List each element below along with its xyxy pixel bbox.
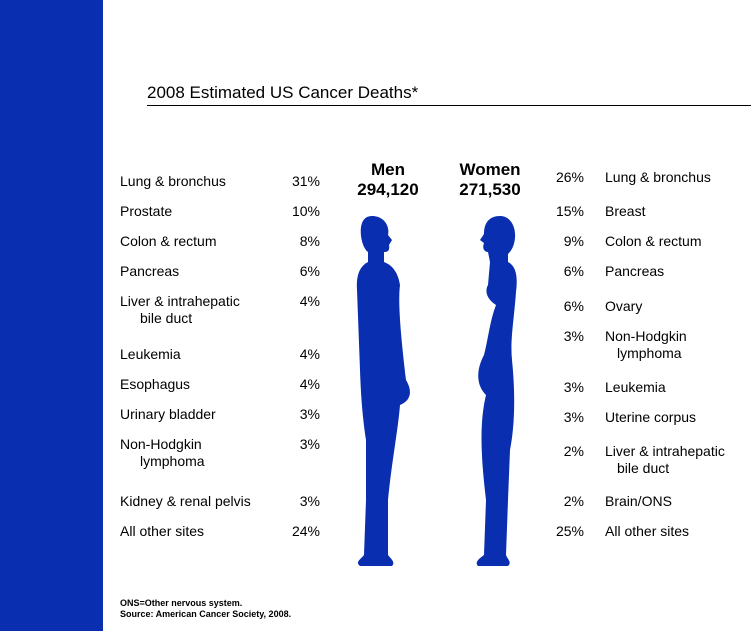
men-site: lymphoma <box>140 452 205 470</box>
women-percent: 3% <box>534 327 584 345</box>
men-percent: 24% <box>270 522 320 540</box>
women-site: Breast <box>605 202 645 220</box>
men-site: Lung & bronchus <box>120 172 226 190</box>
women-site: bile duct <box>617 459 669 477</box>
women-percent: 2% <box>534 492 584 510</box>
women-percent: 3% <box>534 378 584 396</box>
man-silhouette <box>357 216 410 566</box>
women-percent: 25% <box>534 522 584 540</box>
men-site: Pancreas <box>120 262 179 280</box>
women-percent: 2% <box>534 442 584 460</box>
men-percent: 4% <box>270 375 320 393</box>
men-site: bile duct <box>140 309 192 327</box>
men-percent: 3% <box>270 435 320 453</box>
men-percent: 3% <box>270 492 320 510</box>
women-site: Ovary <box>605 297 642 315</box>
men-percent: 8% <box>270 232 320 250</box>
men-percent: 10% <box>270 202 320 220</box>
women-percent: 9% <box>534 232 584 250</box>
women-site: Colon & rectum <box>605 232 701 250</box>
women-site: lymphoma <box>617 344 682 362</box>
women-site: Non-Hodgkin <box>605 327 687 345</box>
women-percent: 3% <box>534 408 584 426</box>
women-site: Liver & intrahepatic <box>605 442 725 460</box>
women-percent: 6% <box>534 297 584 315</box>
woman-silhouette <box>477 216 517 566</box>
men-percent: 6% <box>270 262 320 280</box>
men-site: Esophagus <box>120 375 190 393</box>
women-percent: 15% <box>534 202 584 220</box>
women-site: Pancreas <box>605 262 664 280</box>
men-percent: 4% <box>270 345 320 363</box>
men-percent: 3% <box>270 405 320 423</box>
men-site: Kidney & renal pelvis <box>120 492 251 510</box>
footnote: Source: American Cancer Society, 2008. <box>120 609 291 620</box>
women-site: Uterine corpus <box>605 408 696 426</box>
women-site: All other sites <box>605 522 689 540</box>
slide: 2008 Estimated US Cancer Deaths* Men 294… <box>0 0 751 631</box>
women-site: Brain/ONS <box>605 492 672 510</box>
men-percent: 4% <box>270 292 320 310</box>
men-site: Leukemia <box>120 345 181 363</box>
men-percent: 31% <box>270 172 320 190</box>
men-site: Urinary bladder <box>120 405 216 423</box>
men-site: Prostate <box>120 202 172 220</box>
women-percent: 6% <box>534 262 584 280</box>
women-percent: 26% <box>534 168 584 186</box>
men-site: All other sites <box>120 522 204 540</box>
men-site: Liver & intrahepatic <box>120 292 240 310</box>
men-site: Colon & rectum <box>120 232 216 250</box>
footnote: ONS=Other nervous system. <box>120 598 242 609</box>
men-site: Non-Hodgkin <box>120 435 202 453</box>
women-site: Lung & bronchus <box>605 168 711 186</box>
women-site: Leukemia <box>605 378 666 396</box>
